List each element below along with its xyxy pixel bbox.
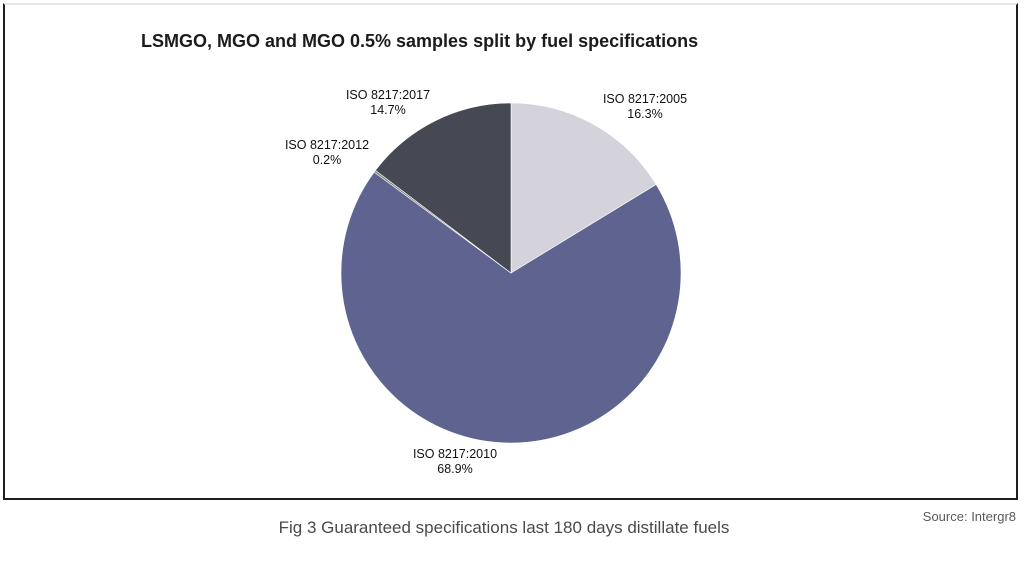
pie-slice-iso-8217-2010 bbox=[340, 171, 682, 444]
slice-label-iso-8217-2017: ISO 8217:2017 14.7% bbox=[346, 88, 430, 118]
slice-category-label: ISO 8217:2010 bbox=[412, 447, 498, 461]
slice-category-label: ISO 8217:2012 bbox=[284, 138, 370, 152]
slice-value-label: 16.3% bbox=[627, 107, 663, 121]
figure-caption: Fig 3 Guaranteed specifications last 180… bbox=[278, 518, 730, 537]
slice-value-label: 14.7% bbox=[370, 103, 406, 117]
slice-label-iso-8217-2005: ISO 8217:2005 16.3% bbox=[603, 92, 687, 122]
slice-label-iso-8217-2012: ISO 8217:2012 0.2% bbox=[285, 138, 369, 168]
slice-category-label: ISO 8217:2017 bbox=[345, 88, 431, 102]
slice-category-label: ISO 8217:2005 bbox=[602, 92, 688, 106]
slice-value-label: 68.9% bbox=[437, 462, 473, 476]
chart-title: LSMGO, MGO and MGO 0.5% samples split by… bbox=[141, 31, 699, 51]
pie-slice-iso-8217-2017 bbox=[375, 102, 512, 274]
slice-label-iso-8217-2010: ISO 8217:2010 68.9% bbox=[413, 447, 497, 477]
source-note: Source: Intergr8 bbox=[922, 509, 1016, 524]
slice-value-label: 0.2% bbox=[312, 153, 342, 167]
pie-slice-iso-8217-2005 bbox=[510, 102, 657, 274]
